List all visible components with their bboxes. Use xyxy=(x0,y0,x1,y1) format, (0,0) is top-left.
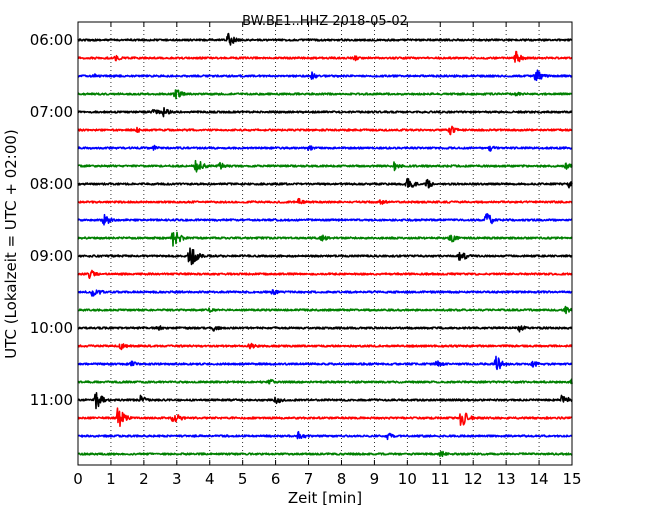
x-tick-label: 1 xyxy=(106,470,116,488)
x-tick-label: 14 xyxy=(530,470,549,488)
trace-line xyxy=(77,305,573,315)
x-tick-label: 15 xyxy=(562,470,581,488)
x-tick-label: 2 xyxy=(139,470,149,488)
trace-line xyxy=(77,89,573,100)
trace-line xyxy=(77,144,573,152)
x-tick-label: 3 xyxy=(172,470,182,488)
trace-line xyxy=(77,269,573,280)
y-tick-label: 11:00 xyxy=(30,391,73,409)
trace-line xyxy=(77,106,573,118)
trace-line xyxy=(77,325,573,333)
trace-line xyxy=(77,355,573,371)
trace-line xyxy=(77,50,573,63)
x-tick-label: 6 xyxy=(271,470,281,488)
x-tick-label: 8 xyxy=(337,470,347,488)
trace-line xyxy=(77,69,573,82)
x-tick-label: 0 xyxy=(73,470,83,488)
x-tick-label: 12 xyxy=(464,470,483,488)
x-tick-label: 4 xyxy=(205,470,215,488)
y-tick-label: 06:00 xyxy=(30,31,73,49)
trace-line xyxy=(77,407,573,428)
trace-line xyxy=(77,197,573,205)
y-axis-ticks: 06:00 07:00 08:00 09:00 10:00 11:00 xyxy=(30,31,572,409)
x-axis-ticks: 0 1 2 3 4 5 6 7 8 9 10 11 12 13 14 15 xyxy=(73,22,582,488)
trace-line xyxy=(77,247,573,266)
trace-line xyxy=(77,177,573,189)
x-tick-label: 11 xyxy=(431,470,450,488)
x-tick-label: 5 xyxy=(238,470,248,488)
trace-line xyxy=(77,450,573,458)
y-axis-label: UTC (Lokalzeit = UTC + 02:00) xyxy=(2,129,20,359)
x-tick-label: 13 xyxy=(497,470,516,488)
trace-line xyxy=(77,213,573,226)
trace-line xyxy=(77,125,573,136)
trace-line xyxy=(77,392,573,410)
trace-lines xyxy=(77,32,573,458)
x-tick-label: 10 xyxy=(398,470,417,488)
trace-line xyxy=(77,289,573,297)
trace-line xyxy=(77,231,573,247)
trace-line xyxy=(77,378,573,385)
y-tick-label: 08:00 xyxy=(30,175,73,193)
trace-line xyxy=(77,430,573,441)
y-tick-label: 09:00 xyxy=(30,247,73,265)
trace-line xyxy=(77,32,573,46)
x-axis-label: Zeit [min] xyxy=(288,489,362,507)
trace-line xyxy=(77,159,573,173)
y-tick-label: 10:00 xyxy=(30,319,73,337)
x-tick-label: 7 xyxy=(304,470,314,488)
plot-frame xyxy=(77,21,573,466)
trace-line xyxy=(77,342,573,351)
x-tick-label: 9 xyxy=(370,470,380,488)
y-tick-label: 07:00 xyxy=(30,103,73,121)
